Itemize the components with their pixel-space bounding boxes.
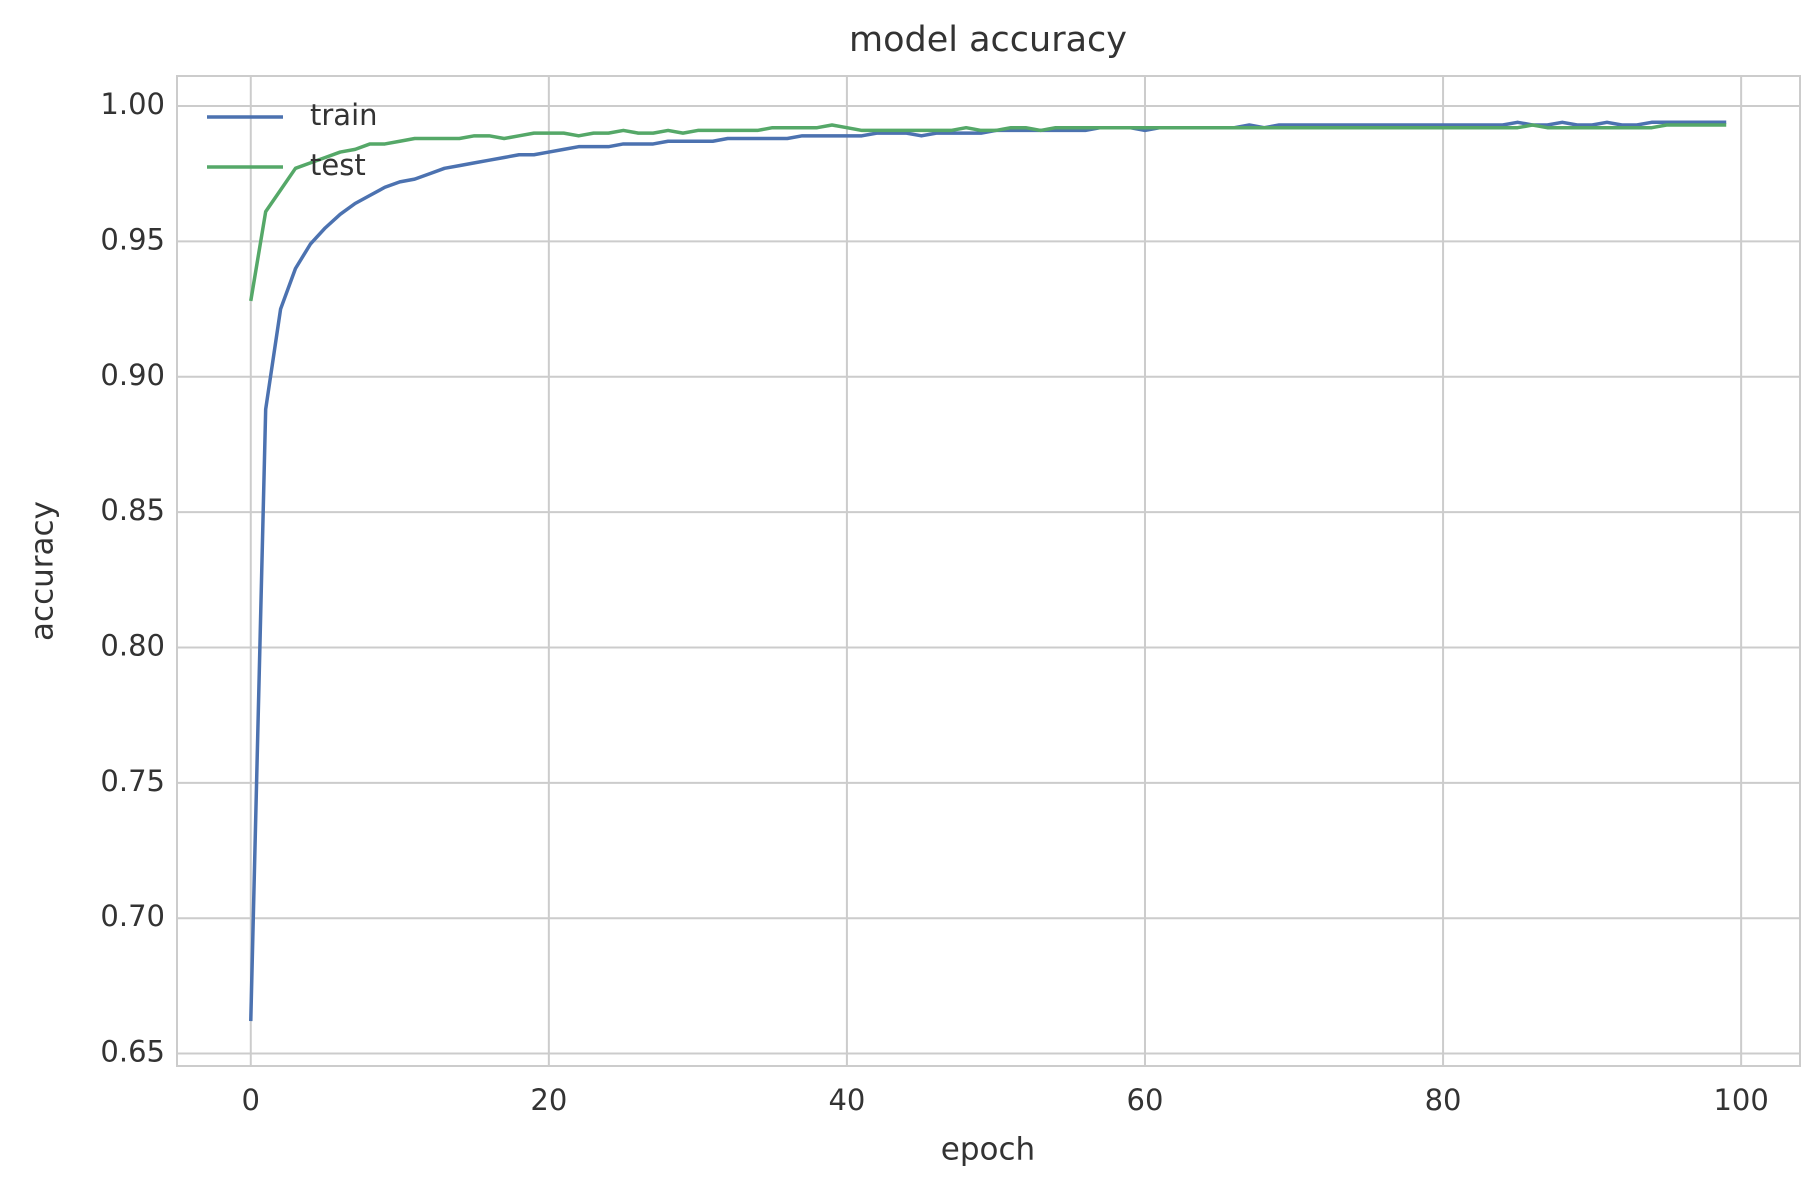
y-tick-label: 0.65 xyxy=(100,1035,165,1069)
x-tick-label: 100 xyxy=(1713,1083,1768,1117)
y-tick-label: 0.75 xyxy=(100,764,165,798)
x-tick-label: 0 xyxy=(242,1083,260,1117)
y-tick-label: 0.90 xyxy=(100,358,165,392)
y-tick-label: 0.80 xyxy=(100,628,165,662)
x-tick-label: 20 xyxy=(530,1083,567,1117)
y-tick-label: 0.70 xyxy=(100,899,165,933)
y-tick-label: 0.85 xyxy=(100,493,165,527)
x-axis-label: epoch xyxy=(941,1132,1035,1168)
y-tick-label: 1.00 xyxy=(100,87,165,121)
x-tick-label: 40 xyxy=(828,1083,865,1117)
y-axis-label: accuracy xyxy=(25,501,61,641)
x-tick-label: 80 xyxy=(1425,1083,1462,1117)
data-line xyxy=(249,123,1727,302)
y-tick-label: 0.95 xyxy=(100,222,165,256)
legend-label: test xyxy=(310,148,366,182)
legend-label: train xyxy=(310,98,378,132)
chart-title: model accuracy xyxy=(849,20,1127,60)
x-tick-label: 60 xyxy=(1127,1083,1164,1117)
